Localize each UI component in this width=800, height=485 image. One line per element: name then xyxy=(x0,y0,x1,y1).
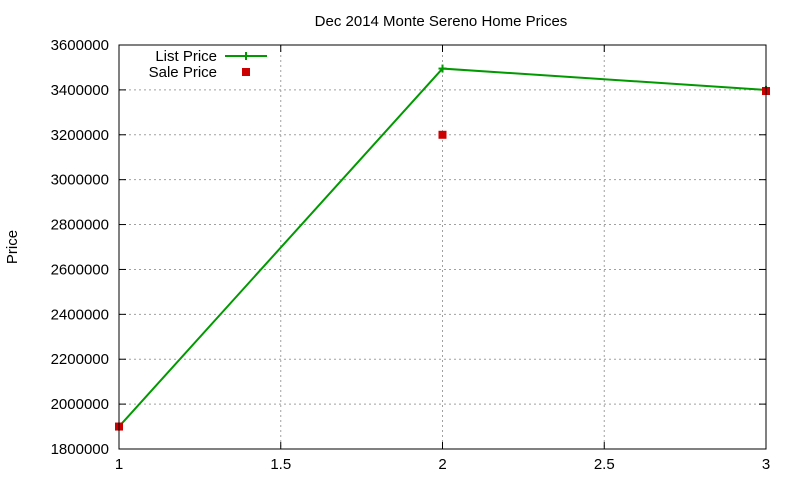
axis-ticks: 1800000 2000000 2200000 2400000 2600000 28000… xyxy=(51,37,771,473)
y-tick-label: 1800000 xyxy=(51,441,109,458)
sale-price-point xyxy=(242,68,250,76)
grid xyxy=(119,45,766,449)
x-tick-label: 2.5 xyxy=(594,456,615,473)
list-price-line xyxy=(118,67,767,428)
legend-sample-sale-price xyxy=(242,68,250,76)
x-tick-label: 3 xyxy=(762,456,770,473)
y-tick-label: 2400000 xyxy=(51,306,109,323)
legend-label-list-price: List Price xyxy=(155,48,217,65)
y-tick-label: 2200000 xyxy=(51,351,109,368)
x-tick-label: 1 xyxy=(115,456,123,473)
y-tick-label: 3200000 xyxy=(51,127,109,144)
legend: List Price Sale Price xyxy=(149,48,267,81)
y-tick-label: 2800000 xyxy=(51,217,109,234)
y-tick-label: 3600000 xyxy=(51,37,109,54)
chart-title: Dec 2014 Monte Sereno Home Prices xyxy=(315,13,568,30)
y-axis-label: Price xyxy=(4,230,21,264)
x-tick-label: 1.5 xyxy=(270,456,291,473)
sale-price-point xyxy=(438,130,447,139)
y-tick-label: 3000000 xyxy=(51,172,109,189)
y-tick-label: 3400000 xyxy=(51,82,109,99)
y-tick-label: 2600000 xyxy=(51,261,109,278)
legend-label-sale-price: Sale Price xyxy=(149,64,217,81)
legend-sample-list-price xyxy=(225,52,267,60)
y-tick-label: 2000000 xyxy=(51,396,109,413)
x-tick-label: 2 xyxy=(438,456,446,473)
plot-frame xyxy=(118,44,767,450)
